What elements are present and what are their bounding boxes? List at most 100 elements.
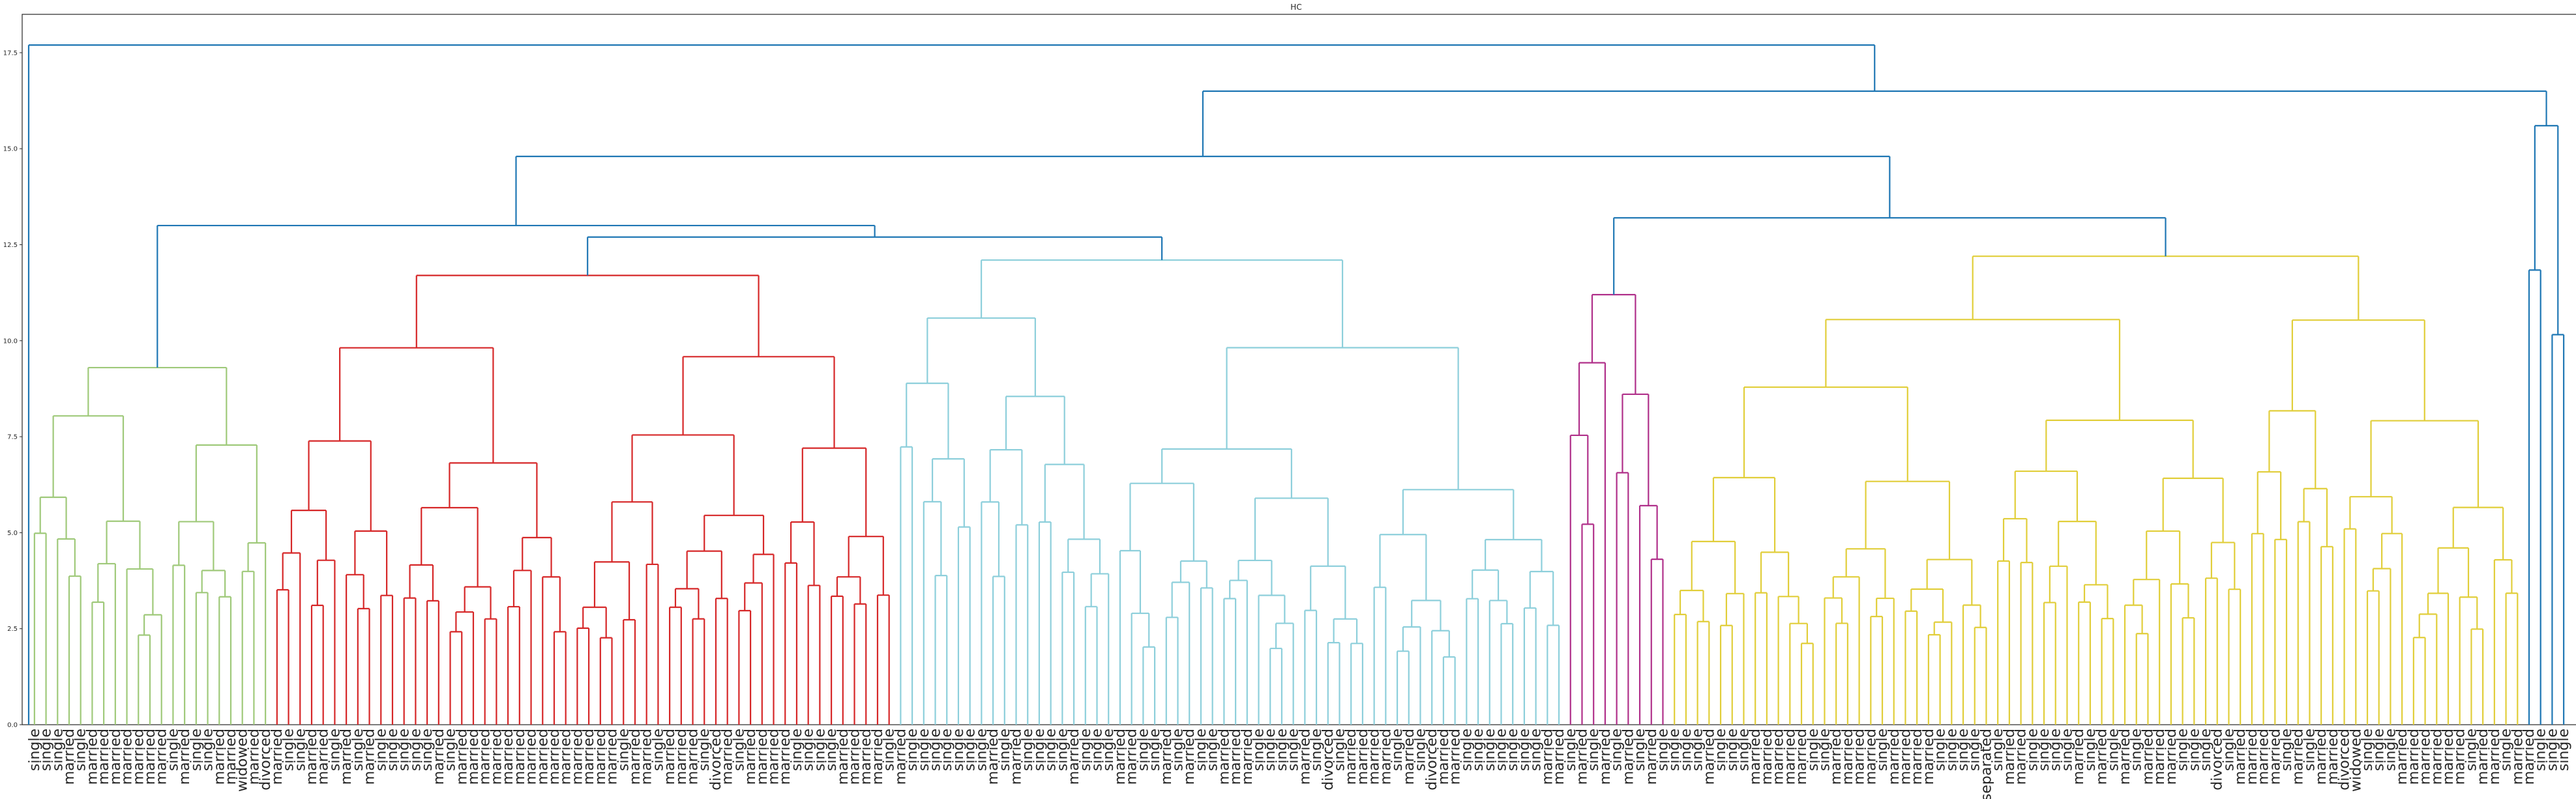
leaf-label: married — [1367, 729, 1383, 785]
leaf-label: married — [338, 729, 355, 785]
leaf-label: married — [1921, 729, 1937, 785]
leaf-label: single — [1193, 729, 1209, 771]
leaf-label: single — [373, 729, 389, 771]
leaf-label: single — [1666, 729, 1683, 771]
leaf-label: single — [1725, 729, 1741, 771]
leaf-label: single — [615, 729, 632, 771]
leaf-label: single — [1609, 729, 1625, 771]
leaf-label: single — [2533, 729, 2549, 771]
leaf-label: married — [524, 729, 540, 785]
leaf-label: single — [1135, 729, 1151, 771]
leaf-label: married — [2290, 729, 2307, 785]
leaf-label: married — [1447, 729, 1464, 785]
leaf-label: married — [1863, 729, 1879, 785]
leaf-label: single — [1690, 729, 1706, 771]
leaf-label: married — [870, 729, 886, 785]
leaf-label: single — [1031, 729, 1048, 771]
leaf-label: single — [812, 729, 828, 771]
y-tick-label: 12.5 — [3, 242, 18, 249]
leaf-label: single — [2302, 729, 2318, 771]
leaf-label: married — [546, 729, 563, 785]
leaf-label: single — [881, 729, 898, 771]
leaf-label: single — [823, 729, 840, 771]
leaf-label: single — [928, 729, 944, 771]
leaf-label: single — [2360, 729, 2376, 771]
leaf-label: married — [2256, 729, 2272, 785]
leaf-label: single — [2059, 729, 2075, 771]
leaf-label: married — [1794, 729, 1810, 785]
leaf-label: married — [2440, 729, 2457, 785]
leaf-label: married — [858, 729, 874, 785]
leaf-label: married — [500, 729, 516, 785]
leaf-label: married — [2071, 729, 2087, 785]
leaf-label: married — [1747, 729, 1764, 785]
leaf-label: married — [593, 729, 609, 785]
leaf-label: married — [1159, 729, 1175, 785]
leaf-label: married — [1436, 729, 1452, 785]
leaf-label: married — [1124, 729, 1140, 785]
leaf-label: married — [2325, 729, 2341, 785]
leaf-label: widowed — [235, 729, 251, 792]
leaf-label: single — [1274, 729, 1290, 771]
leaf-label: married — [1597, 729, 1614, 785]
leaf-label: single — [789, 729, 805, 771]
leaf-label: married — [569, 729, 585, 785]
leaf-label: married — [269, 729, 286, 785]
leaf-label: married — [604, 729, 621, 785]
leaf-label: single — [1020, 729, 1036, 771]
leaf-label: single — [1816, 729, 1833, 771]
leaf-label: single — [2463, 729, 2480, 771]
leaf-label: single — [2371, 729, 2388, 771]
leaf-label: single — [1458, 729, 1475, 771]
leaf-label: married — [177, 729, 193, 785]
leaf-label: single — [1944, 729, 1960, 771]
leaf-label: single — [1482, 729, 1498, 771]
leaf-label: married — [893, 729, 909, 785]
leaf-label: married — [488, 729, 505, 785]
leaf-label: single — [1990, 729, 2006, 771]
leaf-label: married — [1343, 729, 1359, 785]
leaf-label: single — [38, 729, 55, 771]
y-tick-label: 0.0 — [7, 722, 18, 729]
leaf-label: married — [535, 729, 551, 785]
leaf-label: married — [1181, 729, 1198, 785]
leaf-label: single — [1331, 729, 1348, 771]
leaf-label: married — [639, 729, 655, 785]
leaf-label: married — [1574, 729, 1590, 785]
y-tick-label: 10.0 — [3, 338, 18, 345]
leaf-label: married — [246, 729, 262, 785]
leaf-label: married — [1355, 729, 1371, 785]
leaf-label: single — [997, 729, 1013, 771]
leaf-label: single — [1713, 729, 1729, 771]
leaf-label: single — [2036, 729, 2052, 771]
leaf-label: single — [1251, 729, 1267, 771]
leaf-label: single — [951, 729, 967, 771]
plot-frame — [22, 14, 2576, 725]
leaf-label: married — [581, 729, 597, 785]
leaf-label: married — [847, 729, 863, 785]
leaf-label: married — [2163, 729, 2180, 785]
leaf-label: married — [119, 729, 136, 785]
leaf-label: married — [2313, 729, 2330, 785]
leaf-label: single — [1286, 729, 1302, 771]
leaf-label: married — [1771, 729, 1787, 785]
leaf-label: single — [385, 729, 401, 771]
leaf-label: divorced — [1320, 729, 1337, 791]
leaf-label: married — [1228, 729, 1244, 785]
leaf-label: divorced — [2210, 729, 2226, 791]
leaf-label: married — [1644, 729, 1660, 785]
leaf-label: single — [731, 729, 747, 771]
leaf-label: married — [1239, 729, 1256, 785]
leaf-label: single — [2129, 729, 2145, 771]
leaf-label: single — [1805, 729, 1822, 771]
leaf-label: single — [27, 729, 43, 771]
leaf-label: married — [662, 729, 678, 785]
leaf-label: divorced — [258, 729, 274, 791]
leaf-label: single — [2198, 729, 2214, 771]
y-tick-label: 5.0 — [7, 530, 18, 537]
leaf-label: single — [2556, 729, 2572, 771]
leaf-label: married — [1539, 729, 1556, 785]
leaf-label: married — [61, 729, 78, 785]
leaf-label: married — [223, 729, 239, 785]
leaf-label: married — [142, 729, 158, 785]
